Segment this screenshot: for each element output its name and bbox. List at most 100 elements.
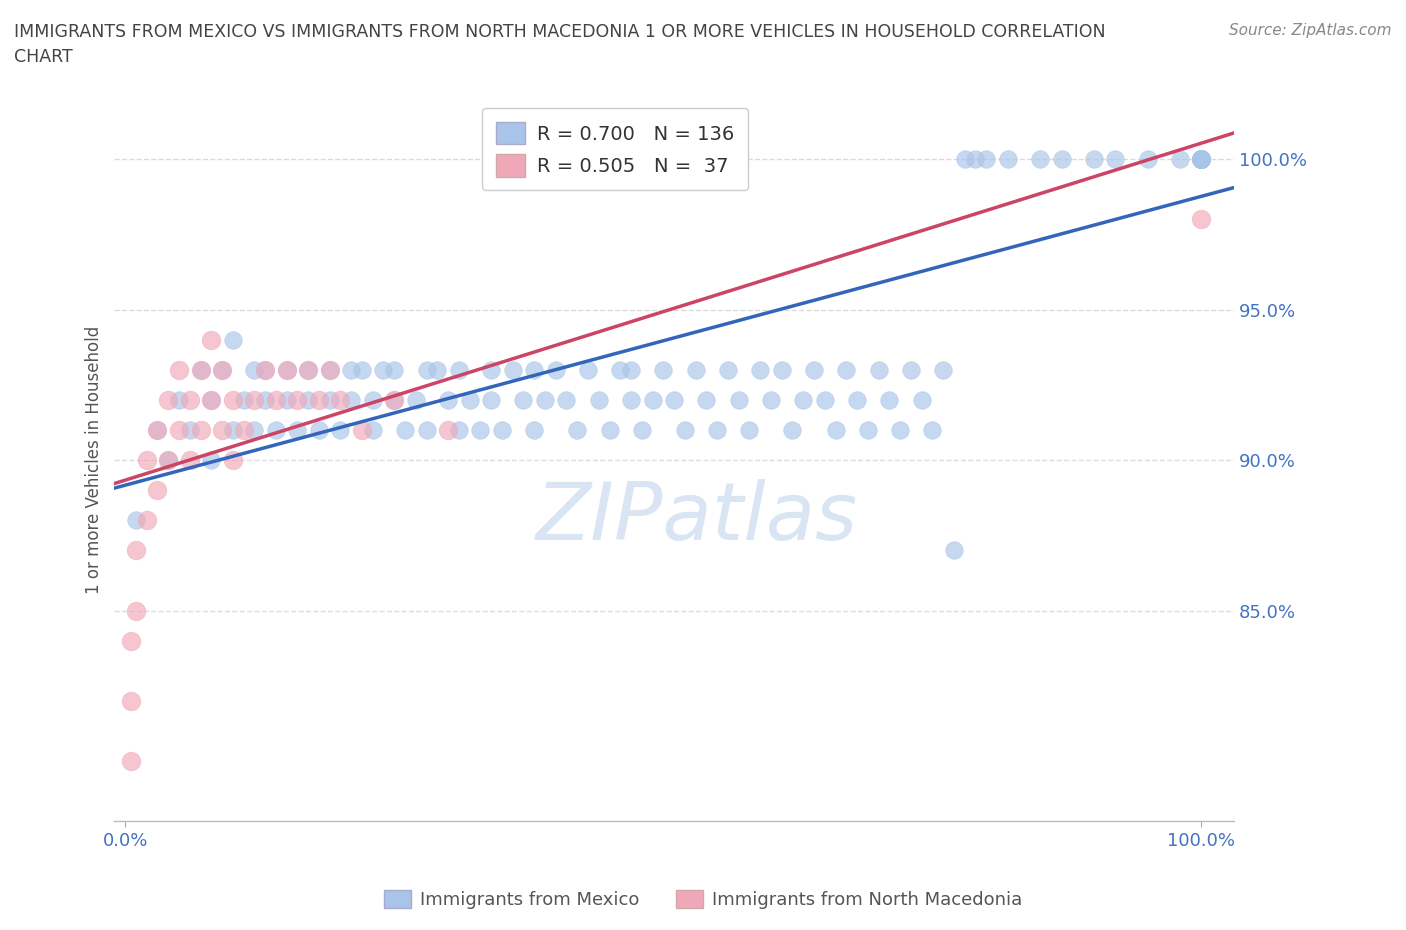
Point (350, 422, 373, 437)
Point (620, 392, 643, 407)
Point (479, 392, 502, 407)
Point (1191, 152, 1213, 166)
Point (287, 422, 309, 437)
Point (200, 332, 222, 347)
Point (190, 363, 212, 378)
Point (1191, 152, 1213, 166)
Point (502, 363, 524, 378)
Point (276, 363, 298, 378)
Point (792, 392, 814, 407)
Point (382, 392, 405, 407)
Point (318, 392, 340, 407)
Point (846, 392, 869, 407)
Point (297, 363, 319, 378)
Point (232, 392, 254, 407)
Point (125, 512, 148, 527)
Point (200, 453, 222, 468)
Point (125, 604, 148, 618)
Point (620, 363, 643, 378)
Point (179, 392, 201, 407)
Point (1191, 152, 1213, 166)
Point (415, 422, 437, 437)
Point (588, 392, 610, 407)
Point (1191, 152, 1213, 166)
Point (167, 363, 190, 378)
Point (222, 453, 245, 468)
Point (534, 392, 557, 407)
Point (157, 453, 180, 468)
Point (470, 422, 492, 437)
Point (1050, 152, 1073, 166)
Point (1191, 152, 1213, 166)
Text: Source: ZipAtlas.com: Source: ZipAtlas.com (1229, 23, 1392, 38)
Point (1191, 152, 1213, 166)
Point (1191, 152, 1213, 166)
Point (1191, 152, 1213, 166)
Point (1191, 152, 1213, 166)
Point (889, 422, 911, 437)
Point (1191, 152, 1213, 166)
Point (835, 363, 858, 378)
Point (157, 392, 180, 407)
Point (254, 363, 277, 378)
Point (953, 152, 976, 166)
Point (1191, 152, 1213, 166)
Point (1191, 152, 1213, 166)
Point (318, 363, 340, 378)
Point (264, 422, 287, 437)
Point (1191, 152, 1213, 166)
Point (426, 363, 449, 378)
Point (264, 392, 287, 407)
Point (759, 392, 782, 407)
Text: CHART: CHART (14, 48, 73, 66)
Point (297, 363, 319, 378)
Point (1191, 152, 1213, 166)
Point (254, 392, 277, 407)
Point (1191, 152, 1213, 166)
Point (1191, 152, 1213, 166)
Point (1191, 152, 1213, 166)
Point (120, 754, 142, 769)
Point (157, 453, 180, 468)
Point (340, 363, 363, 378)
Point (1191, 152, 1213, 166)
Point (211, 422, 233, 437)
Point (1191, 152, 1213, 166)
Point (447, 422, 470, 437)
Point (911, 392, 934, 407)
Point (222, 422, 245, 437)
Point (361, 392, 384, 407)
Point (641, 392, 664, 407)
Point (243, 422, 266, 437)
Point (243, 392, 266, 407)
Point (717, 363, 740, 378)
Point (1104, 152, 1126, 166)
Point (200, 392, 222, 407)
Point (146, 483, 169, 498)
Point (287, 392, 309, 407)
Point (340, 392, 363, 407)
Point (749, 363, 772, 378)
Point (1191, 152, 1213, 166)
Point (1191, 152, 1213, 166)
Point (1191, 152, 1213, 166)
Point (965, 152, 987, 166)
Point (824, 422, 846, 437)
Point (120, 694, 142, 709)
Point (770, 363, 793, 378)
Point (254, 363, 277, 378)
Point (652, 363, 675, 378)
Point (782, 422, 804, 437)
Point (1191, 152, 1213, 166)
Point (814, 392, 837, 407)
Point (1029, 152, 1052, 166)
Point (350, 363, 373, 378)
Point (706, 422, 728, 437)
Point (695, 392, 717, 407)
Point (120, 633, 142, 648)
Point (868, 363, 890, 378)
Point (685, 363, 707, 378)
Point (630, 422, 652, 437)
Point (167, 422, 190, 437)
Point (243, 363, 266, 378)
